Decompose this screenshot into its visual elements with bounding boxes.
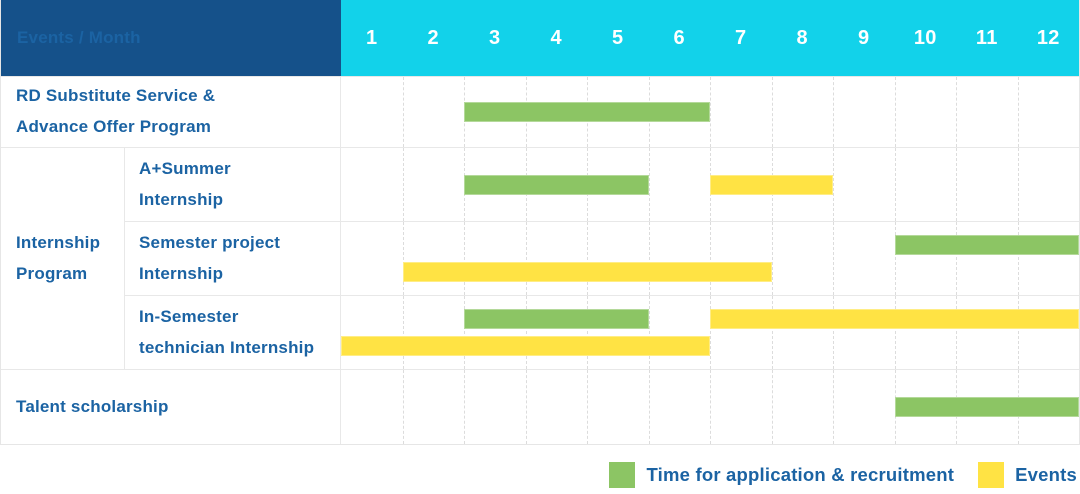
- row-label: A+Summer Internship: [125, 148, 341, 221]
- month-gridline: [956, 222, 957, 295]
- month-gridline: [1017, 222, 1019, 295]
- month-gridline: [402, 77, 404, 147]
- gantt-bar-recruitment: [464, 102, 710, 122]
- month-gridline: [771, 77, 773, 147]
- gantt-body: RD Substitute Service & Advance Offer Pr…: [1, 76, 1079, 444]
- month-gridline: [587, 370, 588, 444]
- month-gridline: [402, 222, 404, 295]
- month-gridline: [710, 222, 711, 295]
- month-gridline: [710, 77, 711, 147]
- month-gridline: [833, 77, 834, 147]
- month-header-cell: 3: [489, 26, 501, 49]
- month-gridline: [1017, 77, 1019, 147]
- gantt-row: In-Semester technician Internship: [125, 295, 1079, 369]
- month-gridline: [648, 296, 650, 369]
- month-gridline: [402, 148, 404, 221]
- row-label: Talent scholarship: [1, 370, 341, 444]
- month-gridline: [525, 222, 527, 295]
- month-gridline: [956, 148, 957, 221]
- month-gridline: [464, 296, 465, 369]
- legend-swatch: [978, 462, 1005, 488]
- row-chart: [341, 222, 1079, 295]
- gantt-group-row: Internship Program A+Summer Internship Sem…: [1, 147, 1079, 369]
- gantt-bar-events: [710, 174, 833, 195]
- row-label: In-Semester technician Internship: [125, 296, 341, 369]
- month-gridline: [833, 296, 834, 369]
- month-gridline: [1017, 296, 1019, 369]
- month-header-cell: 6: [673, 26, 685, 49]
- month-gridline: [771, 370, 773, 444]
- month-header-cell: 12: [1036, 26, 1060, 49]
- month-gridline: [648, 222, 650, 295]
- month-gridline: [1017, 148, 1019, 221]
- month-header-cell: 7: [735, 26, 747, 49]
- gantt-bar-events: [402, 262, 772, 283]
- month-gridline: [710, 370, 711, 444]
- legend-label: Time for application & recruitment: [646, 464, 955, 485]
- month-gridline: [710, 296, 711, 369]
- row-chart: [341, 77, 1079, 147]
- month-header-cell: 1: [366, 26, 378, 49]
- month-gridline: [464, 370, 465, 444]
- legend: Time for application & recruitment Events: [0, 462, 1080, 488]
- month-gridline: [956, 77, 957, 147]
- header-title-cell: Events / Month: [1, 0, 341, 76]
- month-gridline: [771, 296, 773, 369]
- month-gridline: [833, 222, 834, 295]
- row-chart: [341, 148, 1079, 221]
- month-gridline: [894, 296, 896, 369]
- month-header-cell: 10: [913, 26, 937, 49]
- month-gridline: [587, 222, 588, 295]
- gantt-row: A+Summer Internship: [125, 148, 1079, 221]
- group-subrows: A+Summer Internship Semester project Inte…: [125, 148, 1079, 369]
- gantt-bar-recruitment: [894, 397, 1079, 417]
- month-header-cell: 9: [858, 26, 870, 49]
- month-header-cell: 2: [427, 26, 439, 49]
- month-gridline: [833, 148, 834, 221]
- month-gridline: [525, 370, 527, 444]
- row-label: Semester project Internship: [125, 222, 341, 295]
- month-gridline: [587, 296, 588, 369]
- month-gridline: [648, 370, 650, 444]
- month-header-cell: 11: [975, 26, 998, 49]
- gantt-chart: Events / Month 1 2 3 4 5 6 7 8 9 10 11 12 RD Substi…: [0, 0, 1080, 445]
- header-title: Events / Month: [17, 27, 141, 47]
- legend-item: Events: [978, 462, 1077, 488]
- month-header-row: 1 2 3 4 5 6 7 8 9 10 11 12: [341, 0, 1079, 76]
- row-chart: [341, 370, 1079, 444]
- gantt-row: RD Substitute Service & Advance Offer Pr…: [1, 76, 1079, 147]
- month-gridline: [464, 222, 465, 295]
- month-gridline: [771, 222, 773, 295]
- legend-swatch: [609, 462, 636, 488]
- legend-item: Time for application & recruitment: [609, 462, 954, 488]
- month-header-cell: 4: [550, 26, 562, 49]
- month-gridline: [894, 77, 896, 147]
- legend-label: Events: [1015, 464, 1077, 485]
- month-header-cell: 8: [796, 26, 808, 49]
- month-gridline: [402, 296, 404, 369]
- month-gridline: [894, 222, 896, 295]
- gantt-bar-events: [710, 309, 1079, 330]
- month-gridline: [894, 148, 896, 221]
- row-label: RD Substitute Service & Advance Offer Pr…: [1, 77, 341, 147]
- gantt-bar-recruitment: [464, 174, 649, 195]
- gantt-bar-recruitment: [894, 235, 1079, 256]
- month-header-cell: 5: [612, 26, 624, 49]
- gantt-bar-events: [341, 336, 710, 357]
- month-gridline: [525, 296, 527, 369]
- month-gridline: [402, 370, 404, 444]
- row-chart: [341, 296, 1079, 369]
- gantt-bar-recruitment: [464, 309, 649, 330]
- gantt-header-row: Events / Month 1 2 3 4 5 6 7 8 9 10 11 12: [1, 0, 1079, 76]
- gantt-row: Talent scholarship: [1, 369, 1079, 444]
- group-label: Internship Program: [1, 148, 125, 369]
- month-gridline: [648, 148, 650, 221]
- month-gridline: [833, 370, 834, 444]
- gantt-row: Semester project Internship: [125, 221, 1079, 295]
- month-gridline: [956, 296, 957, 369]
